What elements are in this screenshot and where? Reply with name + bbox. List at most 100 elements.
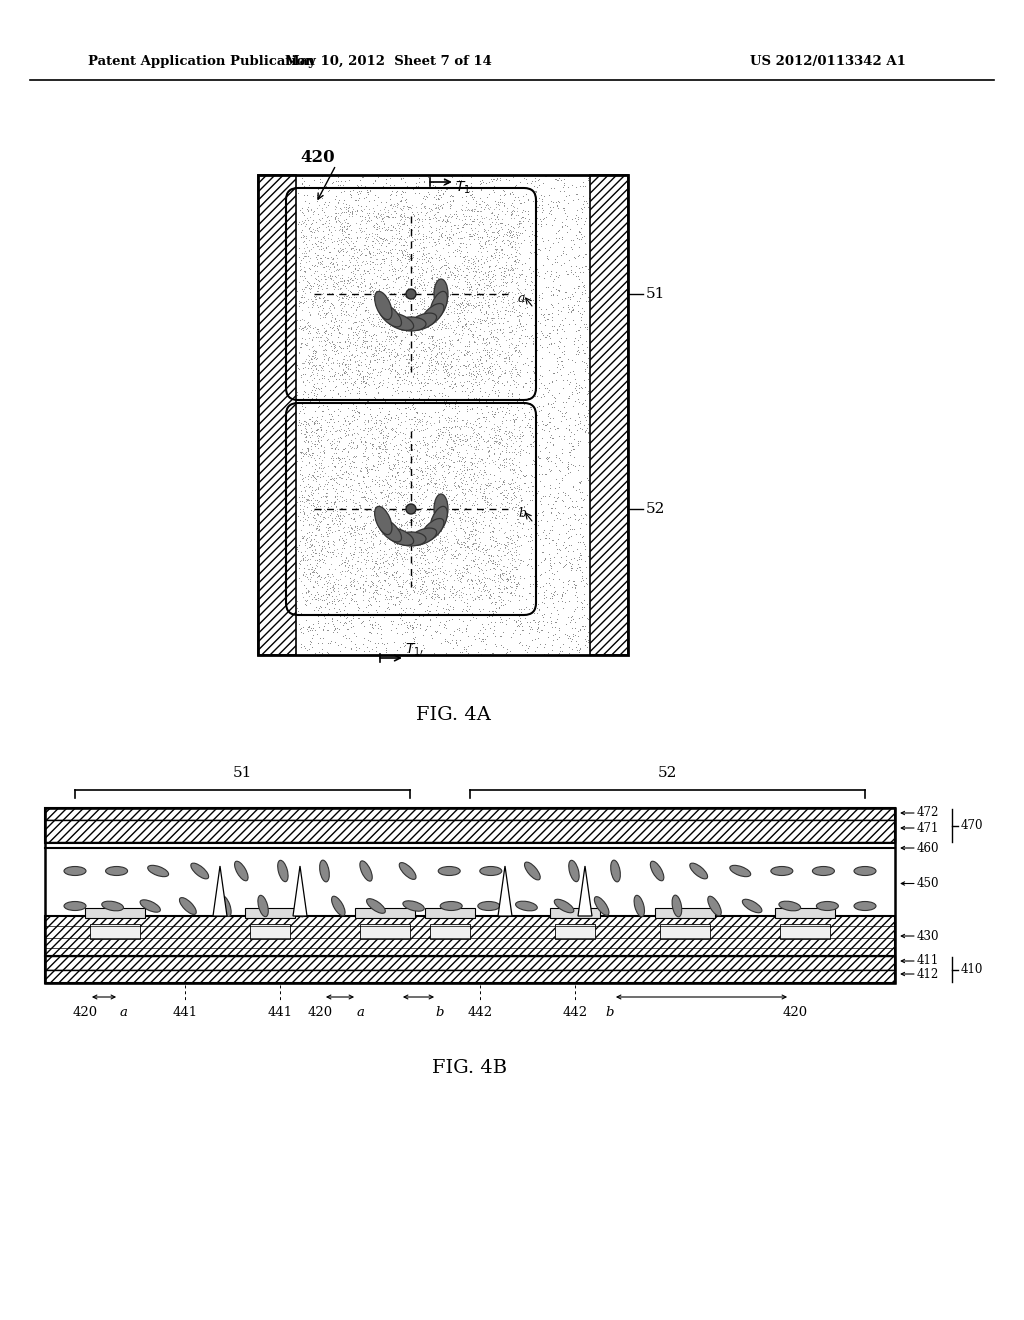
Point xyxy=(433,310,450,331)
Text: 411: 411 xyxy=(918,954,939,968)
Point xyxy=(573,284,590,305)
Point xyxy=(396,368,413,389)
Point xyxy=(492,624,508,645)
Point xyxy=(368,213,384,234)
Point xyxy=(489,550,506,572)
Point xyxy=(343,186,359,207)
Point xyxy=(373,315,389,337)
Point xyxy=(500,230,516,251)
Point xyxy=(413,198,429,219)
Point xyxy=(557,553,573,574)
Point xyxy=(525,327,542,348)
Point xyxy=(570,319,587,341)
Point xyxy=(570,607,587,628)
Point xyxy=(379,581,395,602)
Point xyxy=(570,343,587,364)
Point xyxy=(571,482,588,503)
Point xyxy=(467,519,483,540)
Point xyxy=(336,331,352,352)
Point xyxy=(342,333,358,354)
Point xyxy=(369,335,385,356)
Point xyxy=(461,255,477,276)
Point xyxy=(470,432,486,453)
Point xyxy=(345,180,361,201)
Point xyxy=(334,251,350,272)
Point xyxy=(400,482,417,503)
Point xyxy=(441,578,458,599)
Point xyxy=(313,197,330,218)
Point xyxy=(395,556,412,577)
Point xyxy=(472,170,488,191)
Point xyxy=(447,478,464,499)
Point xyxy=(328,618,344,639)
Point xyxy=(455,294,471,315)
Point xyxy=(579,352,595,374)
Point xyxy=(441,190,458,211)
Point xyxy=(487,432,504,453)
Point xyxy=(541,342,557,363)
Point xyxy=(303,220,319,242)
Point xyxy=(509,248,525,269)
Point xyxy=(350,279,367,300)
Point xyxy=(335,348,351,370)
Point xyxy=(295,213,311,234)
Point xyxy=(377,416,393,437)
Point xyxy=(407,265,423,286)
Point xyxy=(575,589,592,610)
Point xyxy=(481,475,498,496)
Point xyxy=(545,297,561,318)
Point xyxy=(423,343,439,364)
Point xyxy=(446,289,463,310)
Point xyxy=(458,380,474,401)
Point xyxy=(482,249,499,271)
Point xyxy=(390,454,407,475)
Point xyxy=(331,288,347,309)
Point xyxy=(489,213,506,234)
Point xyxy=(392,203,409,224)
Point xyxy=(495,289,511,310)
Point xyxy=(461,478,477,499)
Point xyxy=(380,484,396,506)
Point xyxy=(343,261,359,282)
Point xyxy=(323,296,339,317)
Point xyxy=(297,411,313,432)
Point xyxy=(354,487,371,508)
Point xyxy=(294,279,310,300)
Point xyxy=(343,516,359,537)
Point xyxy=(370,492,386,513)
Point xyxy=(310,413,327,434)
Point xyxy=(457,335,473,356)
Point xyxy=(345,232,361,253)
Point xyxy=(322,371,338,392)
Point xyxy=(359,321,376,342)
Point xyxy=(338,421,354,442)
Point xyxy=(375,286,391,308)
Point xyxy=(538,586,554,607)
Point xyxy=(523,537,540,558)
Point xyxy=(492,191,508,213)
Point xyxy=(436,169,453,190)
Point xyxy=(414,524,430,545)
Point xyxy=(436,181,453,202)
Point xyxy=(489,540,506,561)
Point xyxy=(386,271,402,292)
Point xyxy=(325,533,341,554)
Point xyxy=(529,197,546,218)
Point xyxy=(306,385,323,407)
Point xyxy=(417,561,433,582)
Point xyxy=(443,230,460,251)
Point xyxy=(501,348,517,370)
Point xyxy=(553,350,569,371)
Point xyxy=(571,268,588,289)
Point xyxy=(414,259,430,280)
Point xyxy=(332,599,348,620)
Point xyxy=(386,282,402,304)
Point xyxy=(318,492,335,513)
Point xyxy=(511,224,527,246)
Point xyxy=(481,494,498,515)
Point xyxy=(449,630,465,651)
Point xyxy=(574,565,591,586)
Point xyxy=(525,261,542,282)
Point xyxy=(506,414,522,436)
Point xyxy=(366,345,382,366)
